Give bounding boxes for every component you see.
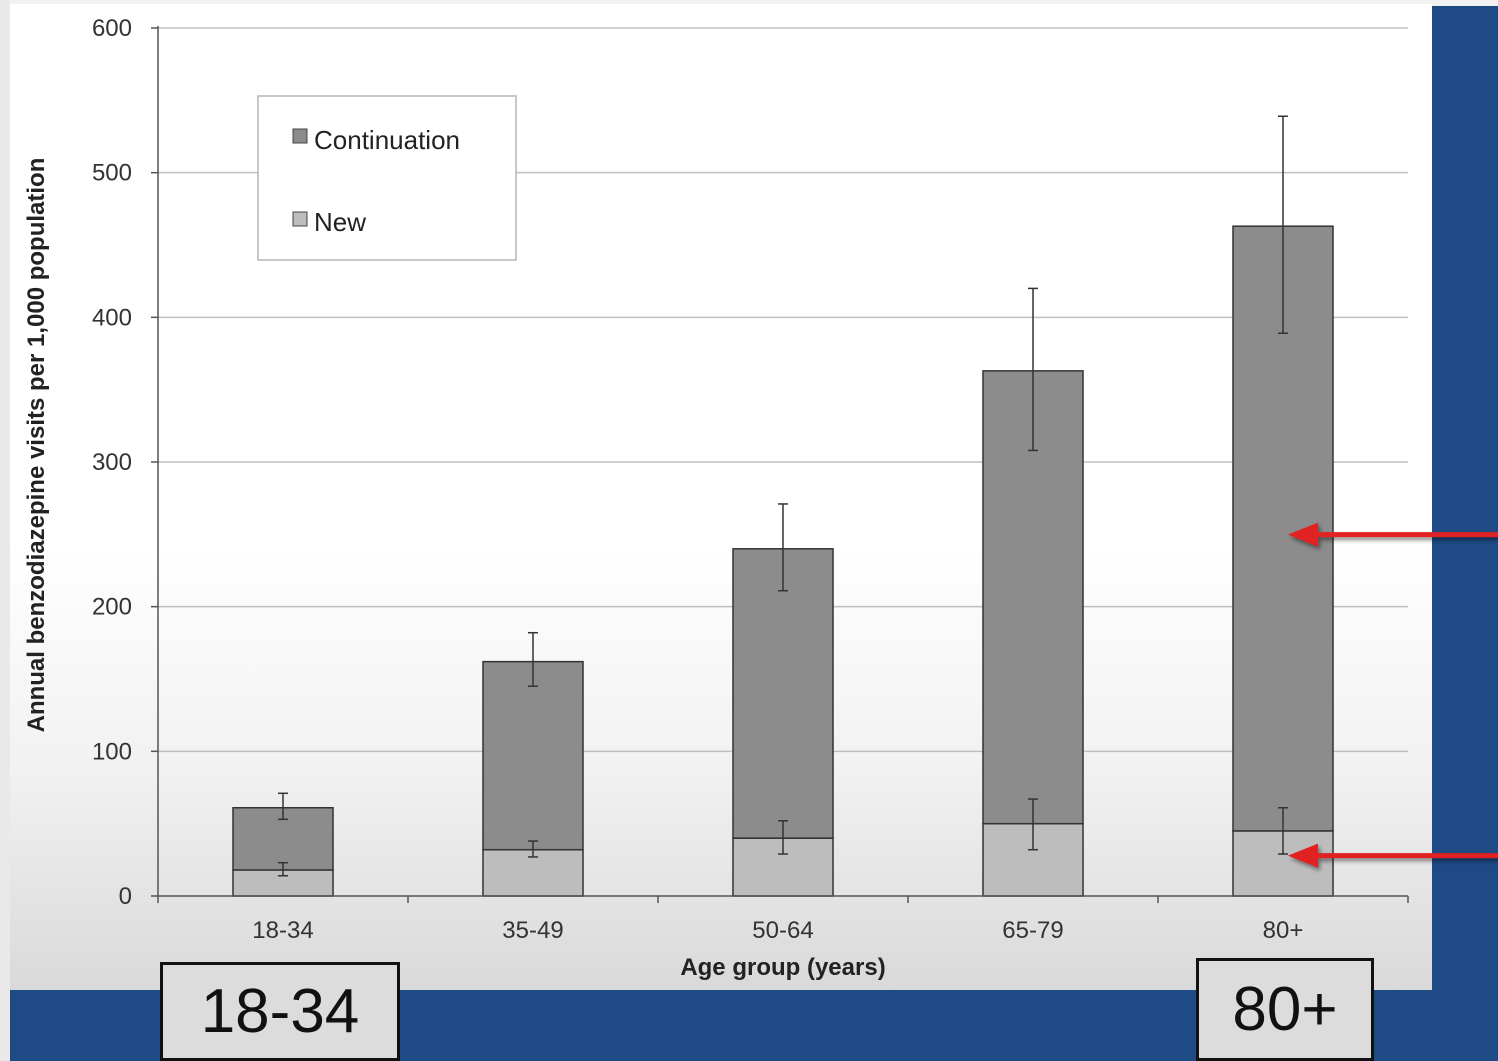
x-tick-label-50-64: 50-64 xyxy=(752,917,813,944)
y-axis-title: Annual benzodiazepine visits per 1,000 p… xyxy=(23,158,50,733)
y-tick-label-400: 400 xyxy=(92,304,132,331)
arrow-new xyxy=(1288,843,1498,868)
x-tick-label-80+: 80+ xyxy=(1263,917,1304,944)
x-tick-label-65-79: 65-79 xyxy=(1002,917,1063,944)
arrow-continuation xyxy=(1288,522,1498,547)
legend: Continuation New xyxy=(257,95,517,261)
y-tick-label-300: 300 xyxy=(92,449,132,476)
legend-label-new: New xyxy=(314,207,366,237)
y-tick-label-600: 600 xyxy=(92,15,132,42)
callout-18-34: 18-34 xyxy=(160,962,400,1061)
callout-80-plus: 80+ xyxy=(1196,958,1374,1061)
annotation-arrows xyxy=(1288,522,1498,868)
legend-label-continuation: Continuation xyxy=(314,125,460,155)
y-tick-label-500: 500 xyxy=(92,160,132,187)
y-tick-label-200: 200 xyxy=(92,594,132,621)
x-tick-labels: 18-34 35-49 50-64 65-79 80+ xyxy=(252,917,1303,944)
bar-continuation-35-49 xyxy=(482,660,584,851)
arrow-head xyxy=(1288,843,1318,868)
error-bars xyxy=(278,115,1288,877)
slide-left-strip xyxy=(0,0,10,1061)
x-tick-label-35-49: 35-49 xyxy=(502,917,563,944)
bars xyxy=(232,225,1334,897)
axes xyxy=(157,26,1409,903)
x-tick-label-18-34: 18-34 xyxy=(252,917,313,944)
slide-top-strip xyxy=(0,0,1498,6)
y-tick-label-0: 0 xyxy=(119,883,132,910)
bar-continuation-50-64 xyxy=(732,548,834,839)
y-tick-labels: 0 100 200 300 400 500 600 xyxy=(92,15,132,910)
arrow-head xyxy=(1288,522,1318,547)
legend-swatch-new xyxy=(292,211,308,227)
legend-swatch-continuation xyxy=(292,128,308,144)
legend-box xyxy=(257,95,517,261)
x-axis-title: Age group (years) xyxy=(680,954,885,981)
y-tick-label-100: 100 xyxy=(92,738,132,765)
